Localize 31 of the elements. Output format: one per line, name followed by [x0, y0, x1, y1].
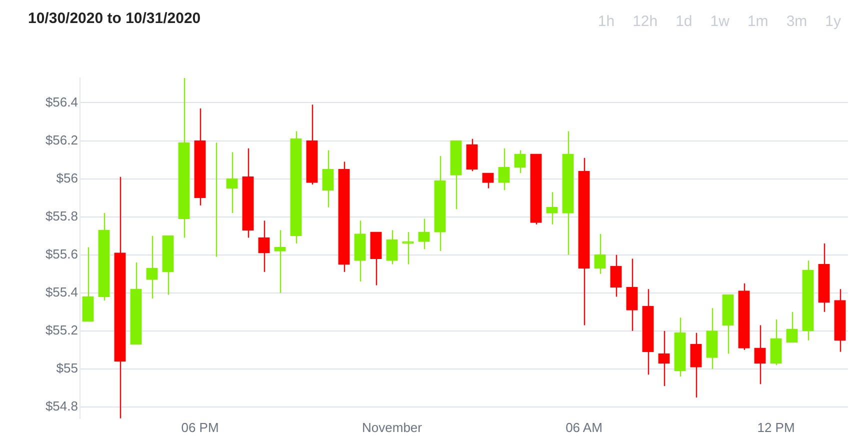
candlestick	[546, 192, 558, 226]
candlestick	[690, 332, 702, 398]
y-tick-label: $55	[56, 360, 78, 376]
y-tick-label: $56.4	[45, 94, 78, 110]
candlestick	[610, 254, 622, 298]
candlestick	[466, 138, 478, 172]
y-tick-label: $55.6	[45, 246, 78, 262]
candlestick	[402, 231, 414, 265]
y-tick-label: $55.4	[45, 284, 78, 300]
candlestick	[274, 230, 286, 294]
y-tick-label: $56	[56, 170, 78, 186]
y-tick-label: $54.8	[45, 398, 78, 414]
x-tick-label: November	[362, 420, 423, 435]
candlestick	[770, 318, 782, 366]
x-tick-label: 12 PM	[757, 420, 795, 435]
chart-title: 10/30/2020 to 10/31/2020	[28, 10, 201, 27]
candlestick	[322, 150, 334, 208]
y-tick-label: $55.2	[45, 322, 78, 338]
candlestick	[626, 258, 638, 332]
candlestick	[386, 230, 398, 265]
candlestick	[226, 152, 238, 214]
candlestick	[658, 330, 670, 387]
candlestick	[146, 235, 158, 300]
y-tick-label: $55.8	[45, 208, 78, 224]
y-tick-label: $56.2	[45, 132, 78, 148]
candlestick	[258, 220, 270, 273]
x-tick-label: 06 PM	[181, 420, 219, 435]
candlestick	[82, 246, 94, 322]
candlestick	[418, 218, 430, 250]
x-tick-label: 06 AM	[566, 420, 602, 435]
candlestick	[754, 324, 766, 385]
